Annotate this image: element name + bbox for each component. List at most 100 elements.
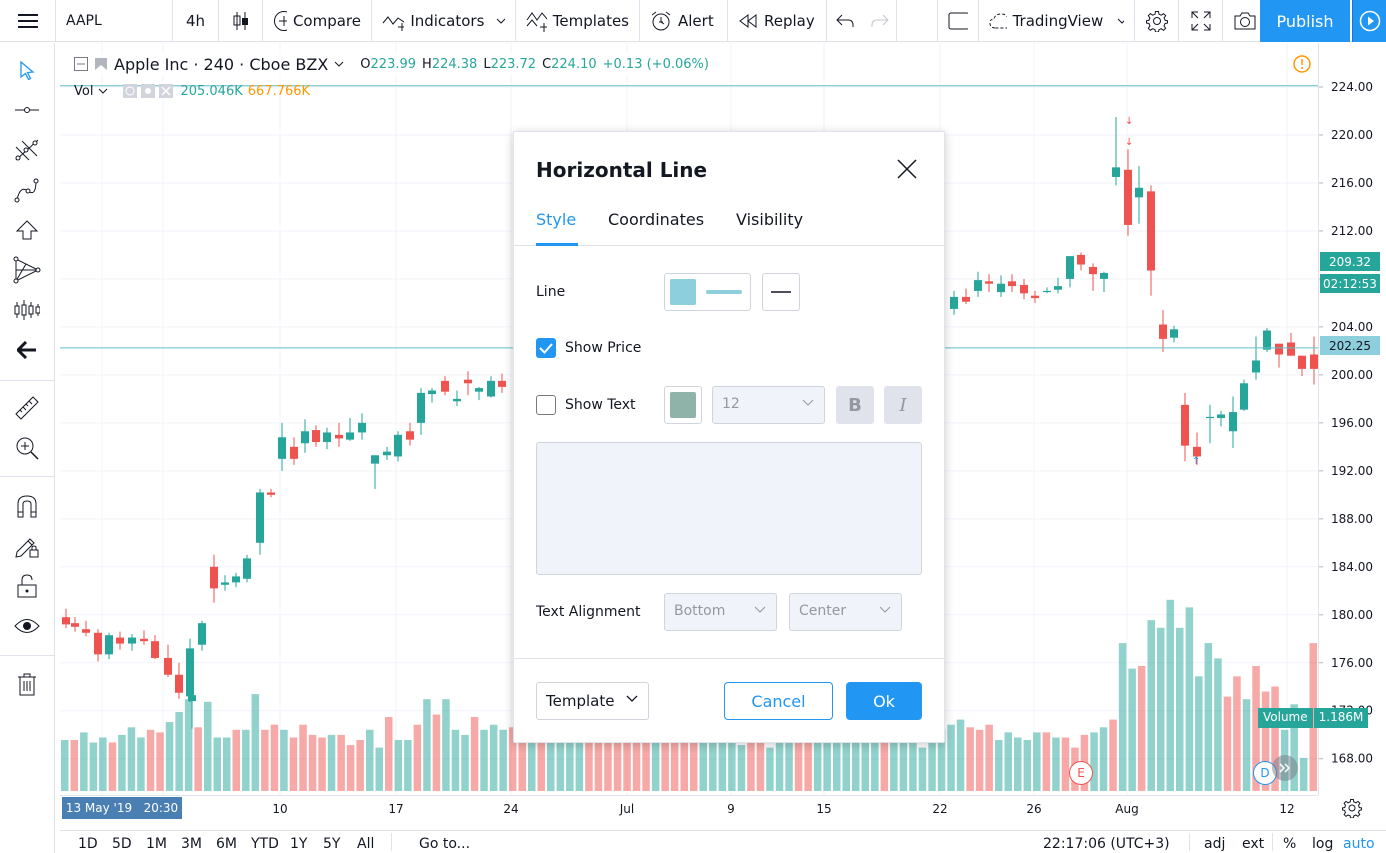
arrow-tool[interactable] — [12, 215, 42, 245]
stay-drawing-button[interactable] — [12, 531, 42, 561]
undo-button[interactable] — [827, 0, 863, 42]
zoom-in-icon — [16, 437, 39, 460]
line-color-swatch — [670, 279, 696, 305]
price-scale[interactable]: 224.00220.00216.00212.00208.00204.00200.… — [1318, 43, 1386, 795]
publish-button[interactable]: Publish — [1260, 0, 1350, 42]
cancel-button[interactable]: Cancel — [724, 682, 833, 720]
layout-name-button[interactable]: TradingView — [979, 0, 1135, 42]
layout-button[interactable] — [937, 0, 979, 42]
template-select[interactable]: Template — [536, 682, 649, 720]
vertical-alignment-select[interactable]: Bottom — [664, 593, 777, 631]
alert-button[interactable]: Alert — [640, 0, 728, 42]
font-size-select[interactable]: 12 — [712, 386, 825, 424]
range-button-3m[interactable]: 3M — [181, 836, 202, 852]
time-scale[interactable]: 10 17 24 Jul 9 15 22 26 Aug 12 13 May '19 20:30 — [60, 795, 1318, 820]
show-text-checkbox[interactable] — [536, 395, 556, 415]
collapse-square-icon[interactable] — [74, 57, 88, 71]
pitchfork-tool[interactable] — [12, 135, 42, 165]
symbol-search-button[interactable]: AAPL — [56, 0, 173, 42]
measure-tool[interactable] — [12, 393, 42, 423]
range-button-1d[interactable]: 1D — [78, 836, 98, 852]
candle-body — [453, 398, 461, 402]
ok-button[interactable]: Ok — [846, 682, 922, 720]
zoom-tool[interactable] — [12, 433, 42, 463]
goto-button[interactable]: Go to... — [419, 836, 471, 852]
chart-pane[interactable]: ↓ ↓ ↑ E D — [60, 43, 1318, 795]
line-style-picker[interactable] — [762, 273, 800, 311]
show-price-checkbox[interactable] — [536, 338, 556, 358]
templates-label: Templates — [552, 11, 629, 30]
italic-toggle[interactable]: I — [884, 386, 922, 424]
adj-toggle[interactable]: adj — [1204, 836, 1226, 852]
tab-coordinates[interactable]: Coordinates — [608, 210, 705, 229]
redo-button[interactable] — [863, 0, 897, 42]
horizontal-line-settings-dialog: Horizontal Line Style Coordinates Visibi… — [513, 131, 945, 743]
volume-bar — [1052, 737, 1060, 791]
remove-drawings-button[interactable] — [12, 669, 42, 699]
horizontal-alignment-select[interactable]: Center — [789, 593, 902, 631]
candle-body — [1275, 343, 1283, 355]
lock-drawings-button[interactable] — [12, 571, 42, 601]
interval-button[interactable]: 4h — [173, 0, 219, 42]
cursor-tool[interactable] — [12, 55, 42, 85]
chevron-down-icon[interactable] — [334, 61, 344, 67]
publish-menu-button[interactable] — [1352, 0, 1386, 42]
candle-body — [417, 392, 425, 423]
volume-bar — [80, 732, 88, 791]
range-button-1y[interactable]: 1Y — [290, 836, 308, 852]
range-button-ytd[interactable]: YTD — [251, 836, 279, 852]
earnings-marker[interactable]: E — [1069, 761, 1093, 785]
prediction-tool[interactable] — [12, 295, 42, 325]
volume-legend-title[interactable]: Vol — [74, 83, 94, 99]
ext-toggle[interactable]: ext — [1242, 836, 1265, 852]
chart-settings-button[interactable] — [1342, 798, 1362, 822]
range-button-all[interactable]: All — [357, 836, 375, 852]
show-text-label[interactable]: Show Text — [565, 397, 636, 413]
menu-button[interactable] — [0, 0, 56, 42]
line-color-picker[interactable] — [664, 273, 751, 311]
text-color-picker[interactable] — [664, 386, 702, 424]
range-button-1m[interactable]: 1M — [146, 836, 167, 852]
range-button-5y[interactable]: 5Y — [323, 836, 341, 852]
crosshair-time-label: 13 May '19 20:30 — [62, 797, 182, 819]
replay-button[interactable]: Replay — [728, 0, 827, 42]
trend-line-tool[interactable] — [12, 95, 42, 125]
brush-tool[interactable] — [12, 175, 42, 205]
hide-drawings-button[interactable] — [12, 611, 42, 641]
volume-bar — [995, 740, 1003, 791]
warning-icon[interactable] — [1292, 54, 1312, 74]
range-button-6m[interactable]: 6M — [216, 836, 237, 852]
chevron-down-icon[interactable] — [98, 88, 108, 94]
magnet-button[interactable] — [12, 491, 42, 521]
show-price-label[interactable]: Show Price — [565, 340, 642, 356]
candle-body — [974, 280, 982, 291]
volume-bar — [480, 729, 488, 791]
hide-toolbar-button[interactable] — [12, 335, 42, 365]
legend-actions-icons[interactable] — [123, 83, 175, 99]
close-button[interactable] — [896, 158, 918, 180]
settings-button[interactable] — [1135, 0, 1179, 42]
percent-toggle[interactable]: % — [1283, 836, 1297, 852]
close-value: 224.10 — [551, 56, 597, 72]
chart-type-button[interactable] — [219, 0, 263, 42]
volume-bar — [670, 724, 679, 791]
symbol-title[interactable]: Apple Inc · 240 · Cboe BZX — [114, 54, 329, 74]
candle-body — [151, 641, 159, 658]
compare-button[interactable]: Compare — [263, 0, 372, 42]
fullscreen-button[interactable] — [1179, 0, 1223, 42]
bold-toggle[interactable]: B — [836, 386, 874, 424]
volume-bar — [709, 717, 717, 791]
tab-style[interactable]: Style — [536, 210, 577, 229]
indicators-button[interactable]: Indicators — [372, 0, 516, 42]
chart-canvas[interactable]: ↓ ↓ ↑ — [60, 43, 1318, 795]
log-toggle[interactable]: log — [1312, 836, 1334, 852]
scroll-to-realtime-button[interactable] — [1272, 755, 1298, 781]
auto-toggle[interactable]: auto — [1343, 836, 1375, 852]
clock-label[interactable]: 22:17:06 (UTC+3) — [1043, 836, 1170, 852]
pattern-tool[interactable] — [12, 255, 42, 285]
range-button-5d[interactable]: 5D — [112, 836, 132, 852]
templates-button[interactable]: Templates — [516, 0, 640, 42]
candle-body — [441, 380, 449, 392]
text-input[interactable] — [536, 442, 922, 575]
tab-visibility[interactable]: Visibility — [736, 210, 804, 229]
